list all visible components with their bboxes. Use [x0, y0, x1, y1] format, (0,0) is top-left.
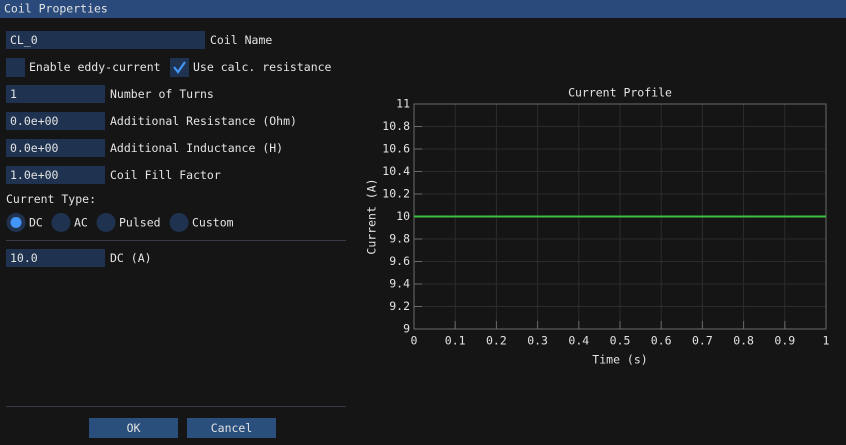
x-tick-label: 0 [411, 334, 418, 348]
button[interactable] [89, 418, 178, 438]
y-tick-label: 9.6 [389, 254, 410, 268]
x-tick-label: 0.2 [486, 334, 507, 348]
radio-label: Custom [192, 216, 234, 230]
x-axis-label: Time (s) [592, 353, 647, 367]
y-tick-label: 11 [396, 97, 410, 111]
checkbox[interactable] [6, 58, 25, 77]
input-value: 1.0e+00 [10, 168, 59, 182]
input-label: Additional Resistance (Ohm) [110, 114, 297, 128]
y-tick-label: 9.4 [389, 277, 410, 291]
radio-button[interactable] [169, 213, 189, 232]
y-tick-label: 10.8 [382, 119, 410, 133]
y-tick-label: 10.4 [382, 164, 410, 178]
x-tick-label: 0.6 [651, 334, 672, 348]
button[interactable] [187, 418, 276, 438]
radio-label: AC [74, 216, 88, 230]
text-input[interactable] [6, 249, 105, 267]
y-tick-label: 10.6 [382, 142, 410, 156]
input-value: 10.0 [10, 251, 38, 265]
input-value: CL_0 [10, 33, 38, 47]
input-label: Coil Fill Factor [110, 168, 221, 182]
title-bar [0, 0, 846, 18]
x-tick-label: 0.7 [692, 334, 713, 348]
chart-title: Current Profile [568, 86, 672, 100]
text-input[interactable] [6, 85, 105, 103]
checkbox-label: Use calc. resistance [193, 60, 332, 74]
input-value: 0.0e+00 [10, 141, 59, 155]
button-label: OK [127, 421, 141, 435]
y-tick-label: 10 [396, 209, 410, 223]
radio-button[interactable] [51, 213, 71, 232]
radio-label: DC [29, 216, 43, 230]
check-mark [173, 61, 186, 74]
input-label: Additional Inductance (H) [110, 141, 283, 155]
x-tick-label: 0.5 [610, 334, 631, 348]
input-label: Coil Name [210, 33, 272, 47]
text-input[interactable] [6, 31, 205, 49]
radio-dot [10, 217, 22, 228]
x-tick-label: 0.8 [733, 334, 754, 348]
button-label: Cancel [211, 421, 253, 435]
x-tick-label: 0.4 [568, 334, 589, 348]
y-tick-label: 10.2 [382, 187, 410, 201]
checkbox-label: Enable eddy-current [29, 60, 161, 74]
text-input[interactable] [6, 166, 105, 184]
input-value: 1 [10, 87, 17, 101]
y-tick-label: 9.2 [389, 299, 410, 313]
input-label: Number of Turns [110, 87, 214, 101]
input-value: 0.0e+00 [10, 114, 59, 128]
y-tick-label: 9 [403, 322, 410, 336]
x-tick-label: 0.9 [774, 334, 795, 348]
radio-button[interactable] [96, 213, 116, 232]
x-tick-label: 1 [823, 334, 830, 348]
x-tick-label: 0.3 [527, 334, 548, 348]
y-axis-label: Current (A) [365, 178, 379, 254]
x-tick-label: 0.1 [445, 334, 466, 348]
input-label: DC (A) [110, 251, 152, 265]
checkbox[interactable] [170, 58, 189, 77]
text-input[interactable] [6, 139, 105, 157]
y-tick-label: 9.8 [389, 232, 410, 246]
radio-label: Pulsed [119, 216, 161, 230]
text-input[interactable] [6, 112, 105, 130]
window-title: Coil Properties [4, 2, 108, 16]
section-label: Current Type: [6, 192, 96, 206]
